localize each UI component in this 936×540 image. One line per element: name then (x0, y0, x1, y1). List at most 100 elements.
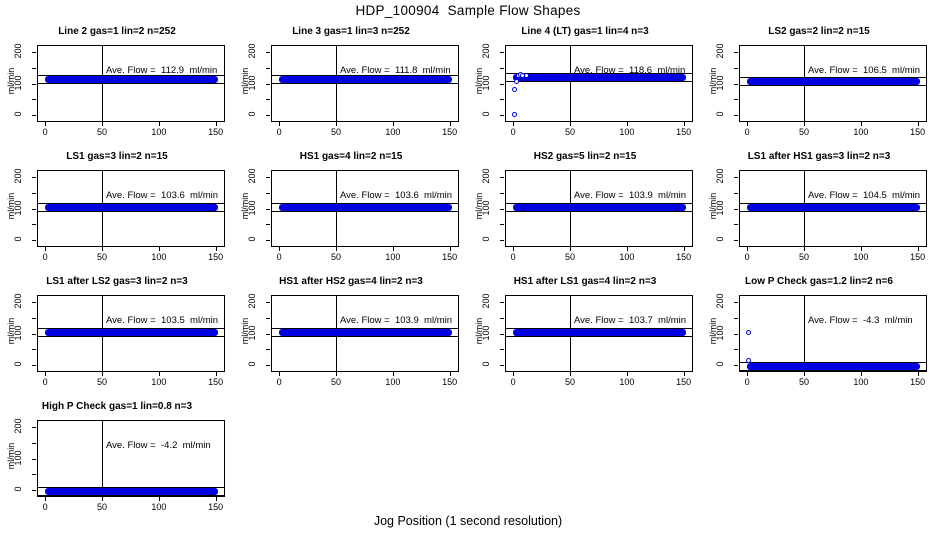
y-tick-label: 200 (481, 43, 491, 59)
y-tick (734, 349, 738, 351)
outlier-point (513, 78, 519, 84)
x-tick (102, 497, 103, 501)
x-tick-label: 50 (330, 127, 341, 137)
x-tick-label: 100 (619, 127, 635, 137)
tolerance-line-lower (38, 335, 224, 337)
y-tick-label: 100 (247, 199, 257, 216)
x-tick (215, 122, 217, 126)
reference-line-x50 (102, 421, 103, 496)
x-tick-label: 100 (385, 252, 401, 262)
x-tick (804, 247, 805, 251)
x-tick (804, 372, 805, 376)
y-tick-label: 200 (715, 293, 725, 309)
tolerance-line-lower (740, 84, 926, 86)
x-tick-label: 150 (442, 377, 458, 387)
y-tick-label: 200 (13, 293, 23, 309)
y-tick (500, 52, 504, 54)
y-tick (32, 317, 36, 319)
x-tick (279, 247, 281, 251)
ave-flow-annotation: Ave. Flow = 112.9 ml/min (106, 65, 218, 76)
y-tick-label: 100 (247, 324, 257, 341)
x-tick (215, 372, 217, 376)
flow-panel: HS1 after HS2 gas=4 lin=2 n=3 ml/min Ave. … (234, 270, 468, 395)
plot-area: Ave. Flow = 103.5 ml/min (37, 295, 225, 372)
y-tick (500, 349, 504, 351)
y-tick-label: 200 (13, 43, 23, 59)
tolerance-line-upper (740, 361, 926, 363)
y-tick (32, 302, 36, 304)
flow-panel: Low P Check gas=1.2 lin=2 n=6 ml/min Ave. … (702, 270, 936, 395)
plot-area: Ave. Flow = -4.3 ml/min (739, 295, 927, 372)
x-tick (449, 372, 451, 376)
flow-panel: LS1 gas=3 lin=2 n=15 ml/min Ave. Flow = 10… (0, 145, 234, 270)
y-tick (32, 177, 36, 179)
x-tick (513, 122, 515, 126)
x-tick-label: 100 (619, 252, 635, 262)
y-tick (734, 239, 738, 241)
x-tick (570, 122, 571, 126)
y-tick (32, 224, 36, 226)
tolerance-line-upper (38, 75, 224, 76)
x-tick (392, 247, 394, 251)
x-tick-label: 0 (42, 502, 48, 512)
y-tick (500, 302, 504, 304)
y-tick (500, 114, 504, 116)
y-tick-label: 200 (247, 168, 257, 184)
y-tick-label: 0 (481, 111, 491, 117)
outlier-point (512, 87, 518, 93)
flow-panel: Line 4 (LT) gas=1 lin=4 n=3 ml/min Ave. Fl… (468, 20, 702, 145)
flow-panel: HS1 after LS1 gas=4 lin=2 n=3 ml/min Ave. … (468, 270, 702, 395)
x-tick-label: 150 (208, 252, 224, 262)
y-tick (266, 364, 270, 366)
x-tick-label: 100 (385, 377, 401, 387)
y-tick (32, 442, 36, 444)
x-tick-label: 100 (385, 127, 401, 137)
y-tick (266, 192, 270, 194)
y-tick-label: 200 (13, 168, 23, 184)
panel-title: High P Check gas=1 lin=0.8 n=3 (41, 401, 193, 412)
y-tick (734, 114, 738, 116)
plot-area: Ave. Flow = 103.7 ml/min (505, 295, 693, 372)
y-tick (500, 239, 504, 241)
y-tick-label: 100 (13, 324, 23, 341)
x-tick (45, 372, 47, 376)
x-tick (747, 122, 749, 126)
x-tick (158, 122, 160, 126)
x-tick (860, 247, 862, 251)
tolerance-line-lower (38, 82, 224, 84)
y-tick (734, 83, 738, 85)
flow-panel: High P Check gas=1 lin=0.8 n=3 ml/min Ave.… (0, 395, 234, 520)
y-tick-label: 100 (13, 74, 23, 91)
ave-flow-annotation: Ave. Flow = 103.9 ml/min (340, 315, 453, 326)
y-tick (266, 83, 270, 85)
tolerance-line-upper (272, 327, 458, 329)
x-tick (860, 372, 862, 376)
y-tick-label: 200 (247, 293, 257, 309)
flow-panel: LS1 after HS1 gas=3 lin=2 n=3 ml/min Ave. … (702, 145, 936, 270)
y-tick-label: 100 (715, 324, 725, 341)
x-tick-label: 50 (96, 252, 107, 262)
x-tick-label: 50 (564, 377, 575, 387)
flow-data-band (747, 78, 920, 85)
x-tick-label: 150 (676, 377, 692, 387)
x-tick (860, 122, 862, 126)
y-tick-label: 0 (481, 361, 491, 367)
y-tick (500, 67, 504, 69)
y-tick (500, 317, 504, 319)
x-tick (45, 497, 47, 501)
y-tick (500, 83, 504, 85)
panel-title: HS1 gas=4 lin=2 n=15 (299, 151, 403, 162)
y-tick (266, 317, 270, 319)
y-tick (734, 52, 738, 54)
y-tick (500, 192, 504, 194)
panel-title: LS1 gas=3 lin=2 n=15 (66, 151, 168, 162)
x-tick-label: 150 (208, 502, 224, 512)
tolerance-line-lower (506, 81, 692, 83)
y-tick (32, 458, 36, 460)
ave-flow-annotation: Ave. Flow = 103.7 ml/min (574, 315, 687, 326)
x-tick-label: 0 (510, 127, 516, 137)
y-tick (734, 208, 738, 210)
ave-flow-annotation: Ave. Flow = -4.2 ml/min (106, 440, 211, 451)
panel-title: Line 2 gas=1 lin=2 n=252 (58, 26, 176, 37)
x-tick-label: 150 (442, 127, 458, 137)
